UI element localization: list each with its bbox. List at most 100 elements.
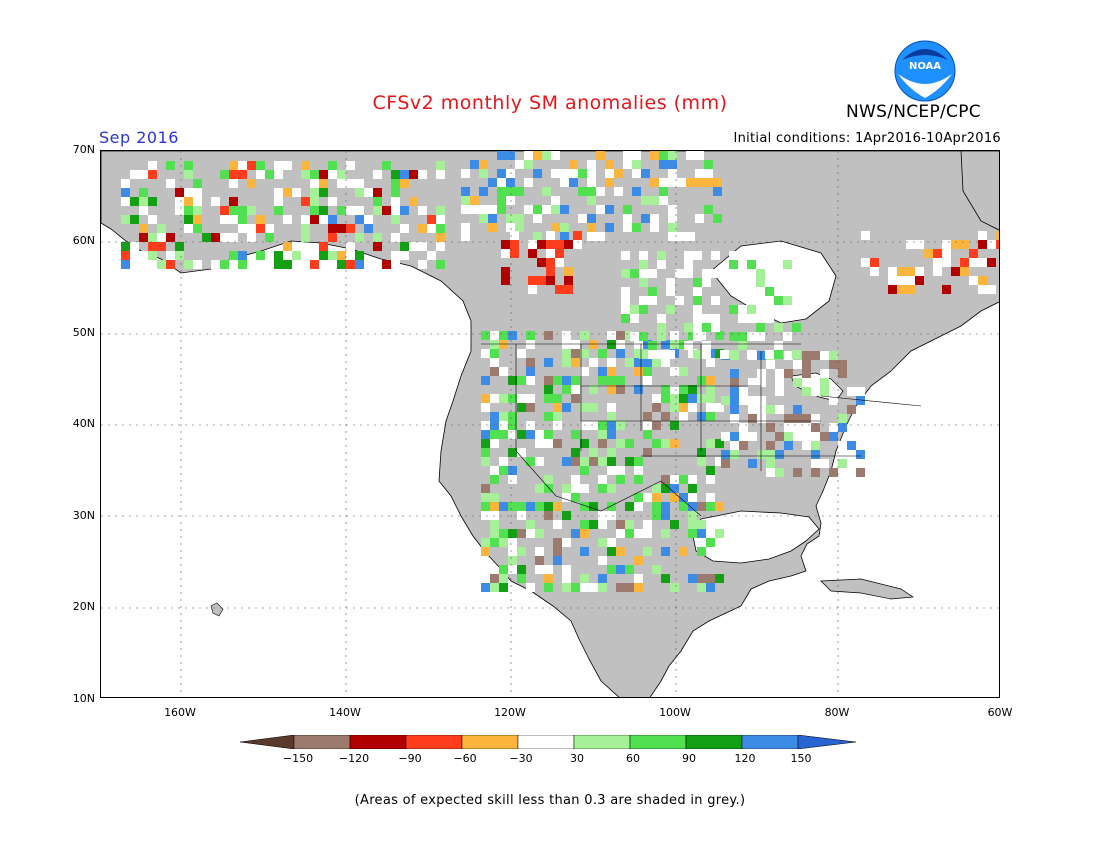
anomaly-cell [337,206,346,215]
anomaly-cell [766,423,775,432]
anomaly-cell [535,430,544,439]
anomaly-cell [589,448,598,457]
anomaly-cell [211,197,220,206]
anomaly-cell [510,249,519,258]
anomaly-cell [580,439,589,448]
anomaly-cell [756,278,765,287]
anomaly-cell [632,187,641,196]
anomaly-cell [551,196,560,205]
anomaly-cell [906,240,915,249]
anomaly-cell [670,403,679,412]
anomaly-cell [193,188,202,197]
anomaly-cell [229,161,238,170]
anomaly-cell [924,249,933,258]
anomaly-cell [544,502,553,511]
anomaly-cell [166,161,175,170]
anomaly-cell [283,215,292,224]
anomaly-cell [614,187,623,196]
anomaly-cell [668,160,677,169]
anomaly-cell [274,188,283,197]
anomaly-cell [706,439,715,448]
anomaly-cell [436,206,445,215]
anomaly-cell [747,260,756,269]
anomaly-cell [488,214,497,223]
anomaly-cell [668,232,677,241]
anomaly-cell [897,267,906,276]
anomaly-cell [820,432,829,441]
anomaly-cell [546,240,555,249]
anomaly-cell [373,206,382,215]
anomaly-cell [820,387,829,396]
anomaly-cell [490,439,499,448]
anomaly-cell [382,161,391,170]
anomaly-cell [488,223,497,232]
anomaly-cell [573,240,582,249]
anomaly-cell [355,233,364,242]
anomaly-cell [274,170,283,179]
soil-moisture-map [101,151,999,697]
anomaly-cell [616,520,625,529]
colorbar-arrow-left [240,735,295,749]
anomaly-cell [265,224,274,233]
anomaly-cell [652,511,661,520]
anomaly-cell [211,260,220,269]
anomaly-cell [526,520,535,529]
anomaly-cell [490,574,499,583]
anomaly-cell [643,340,652,349]
anomaly-cell [587,187,596,196]
anomaly-cell [501,249,510,258]
anomaly-cell [121,215,130,224]
anomaly-cell [634,457,643,466]
anomaly-cell [346,260,355,269]
anomaly-cell [490,520,499,529]
hawaii [210,602,224,617]
anomaly-cell [784,423,793,432]
anomaly-cell [283,161,292,170]
anomaly-cell [157,224,166,233]
anomaly-cell [328,251,337,260]
anomaly-cell [535,529,544,538]
anomaly-cell [766,450,775,459]
anomaly-cell [643,421,652,430]
anomaly-cell [560,223,569,232]
anomaly-cell [292,188,301,197]
anomaly-cell [373,188,382,197]
lat-label-50n: 50N [72,326,95,339]
anomaly-cell [616,349,625,358]
anomaly-cell [555,249,564,258]
anomaly-cell [688,394,697,403]
anomaly-cell [686,232,695,241]
anomaly-cell [506,187,515,196]
anomaly-cell [634,574,643,583]
anomaly-cell [526,376,535,385]
anomaly-cell [623,223,632,232]
anomaly-cell [130,260,139,269]
anomaly-cell [346,161,355,170]
anomaly-cell [643,520,652,529]
anomaly-cell [436,242,445,251]
anomaly-cell [508,376,517,385]
anomaly-cell [598,349,607,358]
anomaly-cell [639,260,648,269]
anomaly-cell [364,188,373,197]
anomaly-cell [517,448,526,457]
anomaly-cell [774,251,783,260]
anomaly-cell [623,214,632,223]
anomaly-cell [481,331,490,340]
anomaly-cell [436,161,445,170]
anomaly-cell [400,251,409,260]
anomaly-cell [730,387,739,396]
anomaly-cell [400,170,409,179]
anomaly-cell [148,251,157,260]
anomaly-cell [166,251,175,260]
anomaly-cell [587,214,596,223]
anomaly-cell [652,502,661,511]
anomaly-cell [659,187,668,196]
anomaly-cell [756,332,765,341]
anomaly-cell [668,151,677,160]
anomaly-cell [553,538,562,547]
anomaly-cell [706,412,715,421]
colorbar-label: −60 [453,752,477,765]
anomaly-cell [517,511,526,520]
anomaly-cell [506,196,515,205]
